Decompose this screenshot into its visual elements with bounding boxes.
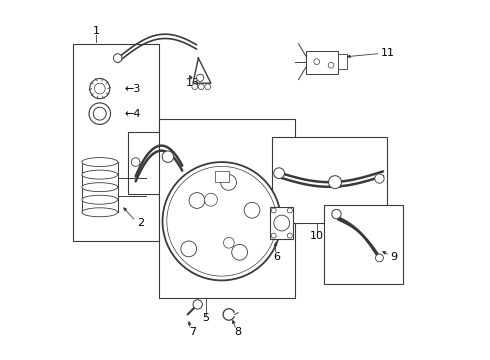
Circle shape — [131, 158, 140, 166]
Circle shape — [205, 84, 211, 90]
Circle shape — [271, 208, 276, 213]
Text: 10: 10 — [310, 231, 324, 240]
Text: ←3: ←3 — [125, 84, 141, 94]
Bar — [159, 119, 295, 298]
Bar — [338, 54, 347, 69]
Circle shape — [193, 300, 202, 309]
Circle shape — [287, 233, 293, 238]
Ellipse shape — [82, 183, 118, 192]
Circle shape — [329, 176, 342, 189]
Bar — [272, 137, 387, 223]
Circle shape — [271, 233, 276, 238]
Text: 8: 8 — [234, 327, 242, 337]
Circle shape — [89, 103, 111, 125]
Circle shape — [95, 83, 105, 94]
Circle shape — [314, 59, 319, 64]
Circle shape — [375, 254, 383, 262]
Text: 7: 7 — [190, 327, 196, 337]
Circle shape — [162, 151, 173, 162]
Text: 1: 1 — [93, 26, 99, 36]
Circle shape — [232, 244, 247, 260]
Bar — [324, 205, 403, 284]
Circle shape — [287, 208, 293, 213]
Text: 13: 13 — [186, 78, 200, 88]
Text: 2: 2 — [137, 218, 145, 228]
Text: ←4: ←4 — [125, 109, 142, 119]
Bar — [73, 44, 159, 241]
Bar — [215, 171, 229, 182]
Circle shape — [204, 193, 218, 206]
Circle shape — [198, 84, 204, 90]
Bar — [270, 207, 294, 239]
Circle shape — [93, 107, 106, 120]
Circle shape — [113, 54, 122, 62]
Text: 11: 11 — [381, 48, 395, 58]
Text: 9: 9 — [390, 252, 397, 262]
Circle shape — [244, 202, 260, 218]
Circle shape — [192, 84, 197, 90]
Circle shape — [274, 168, 285, 179]
Text: 6: 6 — [274, 252, 281, 262]
Circle shape — [328, 62, 334, 68]
Circle shape — [163, 162, 281, 280]
Bar — [306, 51, 338, 74]
Circle shape — [181, 241, 196, 257]
Text: 5: 5 — [202, 313, 209, 323]
Circle shape — [220, 175, 237, 190]
Bar — [128, 132, 195, 194]
Ellipse shape — [82, 158, 118, 167]
Text: -12: -12 — [186, 186, 204, 197]
Circle shape — [274, 215, 290, 231]
Ellipse shape — [82, 170, 118, 179]
Ellipse shape — [82, 208, 118, 217]
Circle shape — [196, 74, 204, 81]
Circle shape — [332, 210, 341, 219]
Ellipse shape — [82, 195, 118, 204]
Circle shape — [223, 237, 234, 248]
Circle shape — [189, 193, 205, 208]
Circle shape — [167, 166, 276, 276]
Circle shape — [375, 174, 384, 183]
Circle shape — [90, 78, 110, 99]
